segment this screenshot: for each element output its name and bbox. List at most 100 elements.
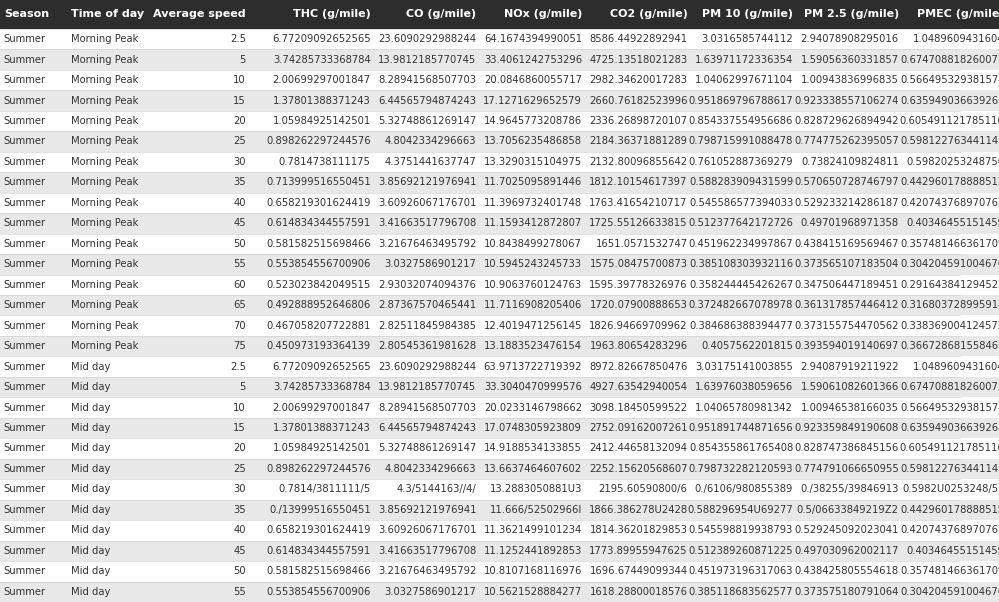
Bar [691, 520, 797, 541]
Bar [797, 479, 903, 500]
Text: 4927.63542940054: 4927.63542940054 [589, 382, 687, 392]
Bar [585, 70, 691, 90]
Text: Morning Peak: Morning Peak [71, 259, 139, 269]
Bar [691, 418, 797, 438]
Text: CO2 (g/mile): CO2 (g/mile) [609, 10, 687, 19]
Bar [67, 0, 154, 29]
Bar [0, 111, 67, 131]
Text: 8972.82667850476: 8972.82667850476 [589, 362, 687, 371]
Bar [691, 213, 797, 234]
Text: 20.0846860055717: 20.0846860055717 [484, 75, 582, 85]
Text: 0.40346455151459: 0.40346455151459 [906, 546, 999, 556]
Bar [0, 418, 67, 438]
Text: 0.451962234997867: 0.451962234997867 [688, 239, 793, 249]
Bar [154, 90, 250, 111]
Text: 10.5945243245733: 10.5945243245733 [484, 259, 582, 269]
Bar [0, 520, 67, 541]
Bar [154, 315, 250, 336]
Text: 0.420743768970767: 0.420743768970767 [900, 526, 999, 535]
Bar [481, 0, 585, 29]
Text: 0.614834344557591: 0.614834344557591 [267, 546, 371, 556]
Text: 0./6106/980855389: 0./6106/980855389 [695, 485, 793, 494]
Text: 23.6090292988244: 23.6090292988244 [379, 34, 477, 44]
Bar [0, 213, 67, 234]
Bar [375, 315, 481, 336]
Text: Morning Peak: Morning Peak [71, 137, 139, 146]
Bar [691, 295, 797, 315]
Bar [903, 582, 999, 602]
Text: 0.898262297244576: 0.898262297244576 [266, 137, 371, 146]
Text: 60: 60 [233, 280, 246, 290]
Text: 1.04065780981342: 1.04065780981342 [695, 403, 793, 412]
Text: 4.3751441637747: 4.3751441637747 [385, 157, 477, 167]
Text: 2752.09162007261: 2752.09162007261 [589, 423, 687, 433]
Bar [481, 582, 585, 602]
Bar [585, 295, 691, 315]
Text: 0.4057562201815: 0.4057562201815 [701, 341, 793, 351]
Text: Morning Peak: Morning Peak [71, 34, 139, 44]
Text: 0.373155754470562: 0.373155754470562 [794, 321, 899, 330]
Text: 8.28941568507703: 8.28941568507703 [379, 403, 477, 412]
Text: Summer: Summer [4, 259, 46, 269]
Bar [903, 0, 999, 29]
Text: 0.854337554956686: 0.854337554956686 [689, 116, 793, 126]
Text: 3.74285733368784: 3.74285733368784 [273, 55, 371, 64]
Text: PM 2.5 (g/mile): PM 2.5 (g/mile) [803, 10, 899, 19]
Text: 3.85692121976941: 3.85692121976941 [378, 505, 477, 515]
Bar [691, 315, 797, 336]
Text: Morning Peak: Morning Peak [71, 321, 139, 330]
Text: 0.7814/3811111/5: 0.7814/3811111/5 [279, 485, 371, 494]
Bar [691, 541, 797, 561]
Bar [0, 275, 67, 295]
Bar [154, 254, 250, 275]
Bar [154, 111, 250, 131]
Bar [0, 131, 67, 152]
Text: 3.85692121976941: 3.85692121976941 [378, 178, 477, 187]
Bar [67, 479, 154, 500]
Text: Summer: Summer [4, 178, 46, 187]
Text: 2982.34620017283: 2982.34620017283 [589, 75, 687, 85]
Text: 30: 30 [234, 485, 246, 494]
Bar [481, 172, 585, 193]
Text: 1812.10154617397: 1812.10154617397 [589, 178, 687, 187]
Text: 0.44296017888851S: 0.44296017888851S [900, 505, 999, 515]
Bar [375, 111, 481, 131]
Text: 0.635949036639268: 0.635949036639268 [900, 423, 999, 433]
Text: 0.372482667078978: 0.372482667078978 [689, 300, 793, 310]
Text: 0.658219301624419: 0.658219301624419 [266, 198, 371, 208]
Bar [0, 582, 67, 602]
Text: 2.94078908295016: 2.94078908295016 [801, 34, 899, 44]
Text: 0.713999516550451: 0.713999516550451 [266, 178, 371, 187]
Text: 0.774775262395057: 0.774775262395057 [794, 137, 899, 146]
Bar [154, 0, 250, 29]
Text: 0.566495329381574: 0.566495329381574 [900, 75, 999, 85]
Text: 14.9645773208786: 14.9645773208786 [484, 116, 582, 126]
Text: 0.59820253248756: 0.59820253248756 [906, 157, 999, 167]
Text: NOx (g/mile): NOx (g/mile) [503, 10, 582, 19]
Text: 1.05984925142501: 1.05984925142501 [273, 444, 371, 453]
Bar [250, 254, 375, 275]
Text: 0.357481466361709: 0.357481466361709 [900, 566, 999, 576]
Bar [481, 356, 585, 377]
Bar [585, 29, 691, 49]
Bar [691, 356, 797, 377]
Bar [154, 193, 250, 213]
Text: 1.05984925142501: 1.05984925142501 [273, 116, 371, 126]
Bar [481, 234, 585, 254]
Text: Summer: Summer [4, 485, 46, 494]
Text: Morning Peak: Morning Peak [71, 75, 139, 85]
Bar [903, 213, 999, 234]
Bar [585, 418, 691, 438]
Bar [67, 397, 154, 418]
Bar [481, 541, 585, 561]
Text: 64.1674394990051: 64.1674394990051 [484, 34, 582, 44]
Text: 20: 20 [233, 444, 246, 453]
Bar [67, 295, 154, 315]
Text: 55: 55 [233, 259, 246, 269]
Bar [797, 111, 903, 131]
Text: Summer: Summer [4, 403, 46, 412]
Bar [903, 336, 999, 356]
Bar [585, 582, 691, 602]
Text: PM 10 (g/mile): PM 10 (g/mile) [702, 10, 793, 19]
Text: 5: 5 [240, 382, 246, 392]
